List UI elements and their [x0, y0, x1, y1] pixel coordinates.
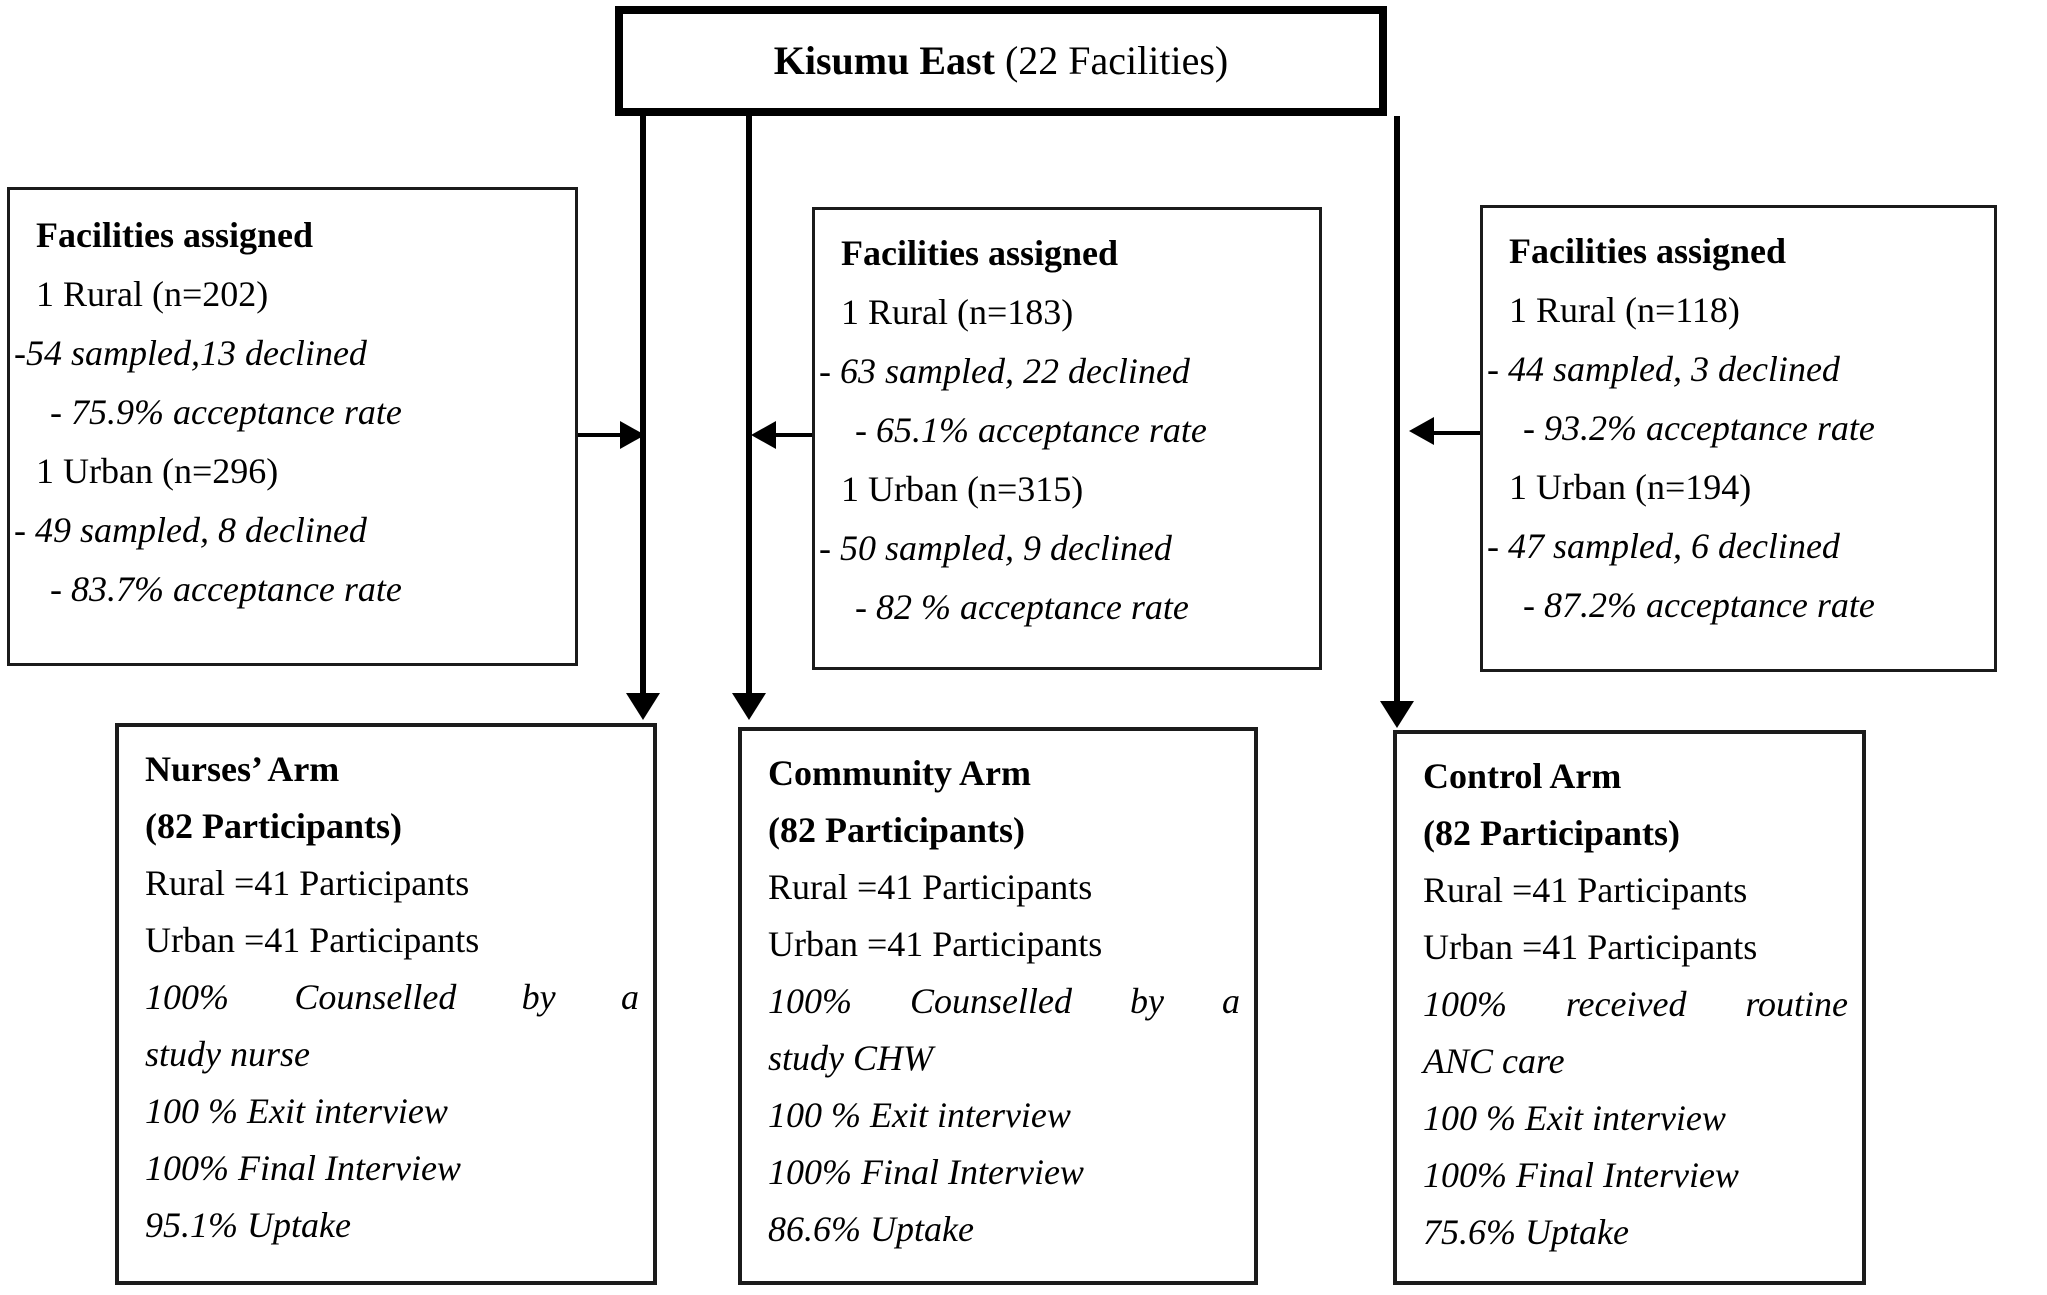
final-interview: 100% Final Interview — [768, 1152, 1084, 1192]
urban-participants: Urban =41 Participants — [145, 920, 480, 960]
arm-box-community: Community Arm (82 Participants) Rural =4… — [738, 727, 1258, 1285]
exit-interview: 100 % Exit interview — [768, 1095, 1071, 1135]
arm-participants: (82 Participants) — [768, 810, 1025, 850]
connector-line-left-facilities — [578, 433, 622, 437]
urban-assigned: 1 Urban (n=296) — [36, 451, 279, 491]
arrow-down-icon — [732, 693, 766, 720]
connector-line-community — [746, 116, 752, 693]
facility-count: (22 Facilities) — [1004, 38, 1229, 83]
arm-participants: (82 Participants) — [145, 806, 402, 846]
intervention-line: 100% received routine — [1423, 984, 1848, 1024]
facilities-title: Facilities assigned — [1509, 231, 1786, 271]
urban-acceptance-rate: - 87.2% acceptance rate — [1523, 585, 1875, 625]
rural-acceptance-rate: - 93.2% acceptance rate — [1523, 408, 1875, 448]
facilities-box-control: Facilities assigned 1 Rural (n=118) - 44… — [1480, 205, 1997, 672]
rural-acceptance-rate: - 65.1% acceptance rate — [855, 410, 1207, 450]
urban-participants: Urban =41 Participants — [1423, 927, 1758, 967]
intervention-line: study nurse — [145, 1034, 310, 1074]
arm-title: Control Arm — [1423, 756, 1622, 796]
arm-title: Community Arm — [768, 753, 1031, 793]
region-name: Kisumu East — [773, 38, 995, 83]
uptake-rate: 75.6% Uptake — [1423, 1212, 1629, 1252]
urban-participants: Urban =41 Participants — [768, 924, 1103, 964]
rural-participants: Rural =41 Participants — [768, 867, 1093, 907]
rural-assigned: 1 Rural (n=202) — [36, 274, 269, 314]
arrow-down-icon — [626, 693, 660, 720]
urban-assigned: 1 Urban (n=194) — [1509, 467, 1752, 507]
arrow-left-icon — [751, 421, 776, 449]
final-interview: 100% Final Interview — [145, 1148, 461, 1188]
urban-sampled-declined: - 49 sampled, 8 declined — [14, 510, 367, 550]
urban-acceptance-rate: - 82 % acceptance rate — [855, 587, 1189, 627]
connector-line-nurses — [640, 116, 646, 693]
facilities-title: Facilities assigned — [841, 233, 1118, 273]
rural-assigned: 1 Rural (n=118) — [1509, 290, 1740, 330]
rural-participants: Rural =41 Participants — [145, 863, 470, 903]
arm-box-nurses: Nurses’ Arm (82 Participants) Rural =41 … — [115, 723, 657, 1285]
final-interview: 100% Final Interview — [1423, 1155, 1739, 1195]
intervention-line: 100% Counselled by a — [145, 977, 639, 1017]
arrow-left-icon — [1409, 417, 1434, 445]
intervention-line: 100% Counselled by a — [768, 981, 1240, 1021]
uptake-rate: 95.1% Uptake — [145, 1205, 351, 1245]
urban-assigned: 1 Urban (n=315) — [841, 469, 1084, 509]
facilities-box-nurses: Facilities assigned 1 Rural (n=202) -54 … — [7, 187, 578, 666]
rural-sampled-declined: -54 sampled,13 declined — [14, 333, 367, 373]
connector-line-middle-facilities — [776, 433, 812, 437]
urban-sampled-declined: - 47 sampled, 6 declined — [1487, 526, 1840, 566]
arm-participants: (82 Participants) — [1423, 813, 1680, 853]
connector-line-right-facilities — [1434, 431, 1480, 435]
facilities-title: Facilities assigned — [36, 215, 313, 255]
arm-title: Nurses’ Arm — [145, 749, 340, 789]
arm-box-control: Control Arm (82 Participants) Rural =41 … — [1393, 730, 1866, 1285]
rural-sampled-declined: - 44 sampled, 3 declined — [1487, 349, 1840, 389]
intervention-line: ANC care — [1423, 1041, 1565, 1081]
arrow-right-icon — [620, 421, 645, 449]
header-box-kisumu-east: Kisumu East (22 Facilities) — [615, 6, 1387, 116]
urban-acceptance-rate: - 83.7% acceptance rate — [50, 569, 402, 609]
exit-interview: 100 % Exit interview — [1423, 1098, 1726, 1138]
urban-sampled-declined: - 50 sampled, 9 declined — [819, 528, 1172, 568]
rural-assigned: 1 Rural (n=183) — [841, 292, 1074, 332]
arrow-down-icon — [1380, 701, 1414, 728]
exit-interview: 100 % Exit interview — [145, 1091, 448, 1131]
rural-acceptance-rate: - 75.9% acceptance rate — [50, 392, 402, 432]
intervention-line: study CHW — [768, 1038, 933, 1078]
facilities-box-community: Facilities assigned 1 Rural (n=183) - 63… — [812, 207, 1322, 670]
connector-line-control — [1394, 116, 1400, 701]
uptake-rate: 86.6% Uptake — [768, 1209, 974, 1249]
rural-sampled-declined: - 63 sampled, 22 declined — [819, 351, 1190, 391]
rural-participants: Rural =41 Participants — [1423, 870, 1748, 910]
